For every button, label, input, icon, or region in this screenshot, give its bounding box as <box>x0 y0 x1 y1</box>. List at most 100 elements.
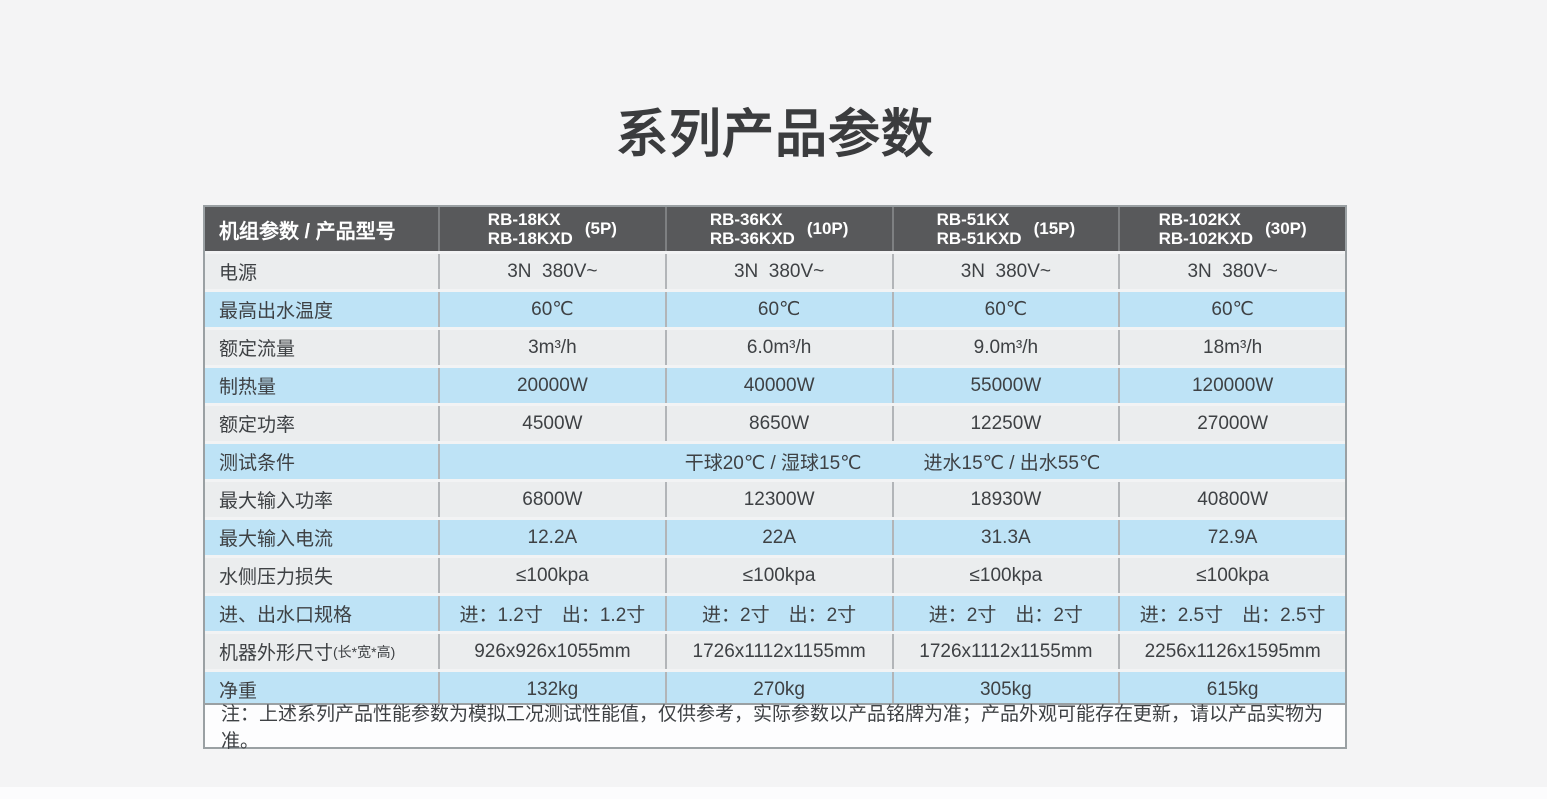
table-row-net-weight: 净重 132kg 270kg 305kg 615kg <box>205 669 1345 707</box>
table-header-row: 机组参数 / 产品型号 RB-18KX RB-18KXD (5P) RB-36K… <box>205 207 1345 251</box>
cell-value: 3m³/h <box>438 330 665 365</box>
cell-value: 55000W <box>891 368 1119 403</box>
cell-value: 3N 380V~ <box>438 254 665 289</box>
row-label: 额定流量 <box>219 339 296 360</box>
header-model-column-1: RB-18KX RB-18KXD (5P) <box>438 207 665 251</box>
cell-value: 2256x1126x1595mm <box>1118 634 1345 669</box>
cell-value: 8650W <box>664 406 892 441</box>
header-model-column-3: RB-51KX RB-51KXD (15P) <box>891 207 1119 251</box>
table-row-max-outlet-temp: 最高出水温度 60℃ 60℃ 60℃ 60℃ <box>205 289 1345 327</box>
model-names: RB-102KX RB-102KXD <box>1159 210 1253 248</box>
model-horsepower: (15P) <box>1033 219 1076 238</box>
table-row-water-pressure-loss: 水侧压力损失 ≤100kpa ≤100kpa ≤100kpa ≤100kpa <box>205 555 1345 593</box>
model-name-line1: RB-102KX <box>1158 209 1241 229</box>
model-names: RB-51KX RB-51KXD <box>937 210 1022 248</box>
cell-value: 9.0m³/h <box>891 330 1119 365</box>
table-row-dimensions: 机器外形尺寸 (长*宽*高) 926x926x1055mm 1726x1112x1… <box>205 631 1345 669</box>
row-label: 水侧压力损失 <box>219 567 334 588</box>
cell-value: 4500W <box>438 406 665 441</box>
cell-value: 132kg <box>438 672 665 707</box>
footnote: 注：上述系列产品性能参数为模拟工况测试性能值，仅供参考，实际参数以产品铭牌为准；… <box>203 703 1347 752</box>
cell-value: 615kg <box>1118 672 1345 707</box>
cell-value: ≤100kpa <box>438 558 665 593</box>
model-name-line2: RB-36KXD <box>709 229 795 248</box>
model-name-line1: RB-36KX <box>709 209 783 229</box>
row-label: 进、出水口规格 <box>219 605 353 626</box>
page-title: 系列产品参数 <box>615 106 934 164</box>
cell-value: 72.9A <box>1118 520 1345 555</box>
table-row-inlet-outlet-size: 进、出水口规格 进：1.2寸 出：1.2寸 进：2寸 出：2寸 进：2寸 出：2… <box>205 593 1345 631</box>
model-horsepower: (10P) <box>806 219 849 238</box>
row-label: 测试条件 <box>219 453 296 474</box>
row-label: 制热量 <box>219 377 277 398</box>
header-model-column-2: RB-36KX RB-36KXD (10P) <box>664 207 892 251</box>
cell-value: 进：2寸 出：2寸 <box>891 596 1119 631</box>
cell-value: 270kg <box>664 672 892 707</box>
cell-value: 22A <box>664 520 892 555</box>
cell-value: 305kg <box>891 672 1119 707</box>
spec-table: 机组参数 / 产品型号 RB-18KX RB-18KXD (5P) RB-36K… <box>203 205 1347 709</box>
cell-value: 3N 380V~ <box>891 254 1119 289</box>
table-row-heating-capacity: 制热量 20000W 40000W 55000W 120000W <box>205 365 1345 403</box>
cell-value: 60℃ <box>891 292 1119 327</box>
model-name-line2: RB-102KXD <box>1158 229 1254 248</box>
row-label: 最大输入电流 <box>219 529 334 550</box>
model-names: RB-18KX RB-18KXD <box>488 210 573 248</box>
row-label-main: 机器外形尺寸 <box>219 643 334 664</box>
model-name-line1: RB-51KX <box>936 209 1010 229</box>
cell-value: 1726x1112x1155mm <box>891 634 1119 669</box>
model-name-line1: RB-18KX <box>487 209 561 229</box>
table-row-max-input-current: 最大输入电流 12.2A 22A 31.3A 72.9A <box>205 517 1345 555</box>
cell-value: 12.2A <box>438 520 665 555</box>
table-row-rated-power: 额定功率 4500W 8650W 12250W 27000W <box>205 403 1345 441</box>
cell-value: 进：2.5寸 出：2.5寸 <box>1118 596 1345 631</box>
table-row-rated-flow: 额定流量 3m³/h 6.0m³/h 9.0m³/h 18m³/h <box>205 327 1345 365</box>
test-condition-part1: 干球20℃ / 湿球15℃ <box>684 453 862 474</box>
cell-value: 1726x1112x1155mm <box>664 634 892 669</box>
cell-value: ≤100kpa <box>664 558 892 593</box>
cell-value: 27000W <box>1118 406 1345 441</box>
row-label-suffix: (长*宽*高) <box>333 643 396 660</box>
test-conditions-value: 干球20℃ / 湿球15℃ 进水15℃ / 出水55℃ <box>438 444 1345 479</box>
cell-value: 12300W <box>664 482 892 517</box>
row-label: 机器外形尺寸 (长*宽*高) <box>205 634 438 669</box>
table-row-power-supply: 电源 3N 380V~ 3N 380V~ 3N 380V~ 3N 380V~ <box>205 251 1345 289</box>
row-label: 最大输入功率 <box>219 491 334 512</box>
cell-value: 40800W <box>1118 482 1345 517</box>
header-parameter-label: 机组参数 / 产品型号 <box>219 220 396 243</box>
row-label: 电源 <box>219 263 258 284</box>
model-name-line2: RB-51KXD <box>936 229 1022 248</box>
bottom-strip <box>0 787 1547 799</box>
cell-value: 31.3A <box>891 520 1119 555</box>
cell-value: 120000W <box>1118 368 1345 403</box>
cell-value: ≤100kpa <box>1118 558 1345 593</box>
cell-value: 进：1.2寸 出：1.2寸 <box>438 596 665 631</box>
row-label: 额定功率 <box>219 415 296 436</box>
cell-value: 20000W <box>438 368 665 403</box>
test-condition-part2: 进水15℃ / 出水55℃ <box>923 453 1101 474</box>
table-row-test-conditions: 测试条件 干球20℃ / 湿球15℃ 进水15℃ / 出水55℃ <box>205 441 1345 479</box>
cell-value: 6.0m³/h <box>664 330 892 365</box>
cell-value: 进：2寸 出：2寸 <box>664 596 892 631</box>
cell-value: 40000W <box>664 368 892 403</box>
model-horsepower: (5P) <box>584 219 617 238</box>
cell-value: 3N 380V~ <box>664 254 892 289</box>
cell-value: 12250W <box>891 406 1119 441</box>
cell-value: 3N 380V~ <box>1118 254 1345 289</box>
table-row-max-input-power: 最大输入功率 6800W 12300W 18930W 40800W <box>205 479 1345 517</box>
cell-value: 926x926x1055mm <box>438 634 665 669</box>
header-model-column-4: RB-102KX RB-102KXD (30P) <box>1118 207 1345 251</box>
cell-value: 18m³/h <box>1118 330 1345 365</box>
row-label: 最高出水温度 <box>219 301 334 322</box>
cell-value: 60℃ <box>438 292 665 327</box>
cell-value: 60℃ <box>664 292 892 327</box>
model-name-line2: RB-18KXD <box>487 229 573 248</box>
model-names: RB-36KX RB-36KXD <box>710 210 795 248</box>
cell-value: 6800W <box>438 482 665 517</box>
cell-value: 60℃ <box>1118 292 1345 327</box>
cell-value: ≤100kpa <box>891 558 1119 593</box>
cell-value: 18930W <box>891 482 1119 517</box>
model-horsepower: (30P) <box>1265 219 1307 238</box>
row-label: 净重 <box>219 681 258 702</box>
